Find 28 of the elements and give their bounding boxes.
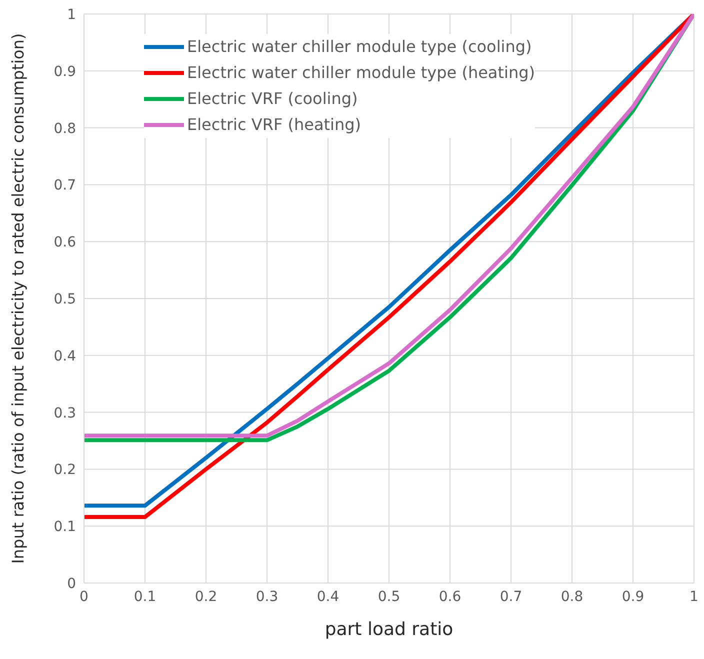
x-tick-label: 0.4 [316,588,340,605]
y-tick-label: 0.5 [54,291,76,308]
y-tick-label: 0 [67,576,76,592]
x-tick-label: 0.2 [194,588,218,605]
y-tick-label: 0.8 [54,120,76,137]
legend-label: Electric VRF (heating) [187,114,362,136]
legend-label: Electric VRF (cooling) [187,88,358,110]
x-tick-label: 1 [690,588,698,605]
y-tick-label: 0.6 [54,234,76,251]
y-axis-title: Input ratio (ratio of input electricity to rated electric consumption) [8,33,28,564]
legend-label: Electric water chiller module type (cooling) [187,36,532,58]
y-tick-label: 0.2 [54,462,76,478]
x-tick-label: 0.7 [500,588,522,605]
y-tick-label: 0.1 [54,519,76,536]
x-tick-label: 0.5 [378,588,400,605]
y-tick-label: 0.4 [54,348,76,364]
y-tick-label: 0.3 [54,405,76,422]
x-tick-label: 0.3 [256,588,278,605]
x-tick-label: 0.1 [134,588,156,605]
x-tick-label: 0.8 [560,588,584,605]
legend-label: Electric water chiller module type (heating) [187,62,535,84]
y-tick-label: 0.9 [54,64,76,80]
x-tick-label: 0.6 [438,588,462,605]
x-tick-label: 0 [80,588,88,605]
x-tick-label: 0.9 [622,588,644,605]
y-tick-label: 0.7 [54,178,76,194]
x-axis-title: part load ratio [324,619,454,640]
y-tick-label: 1 [67,6,76,23]
